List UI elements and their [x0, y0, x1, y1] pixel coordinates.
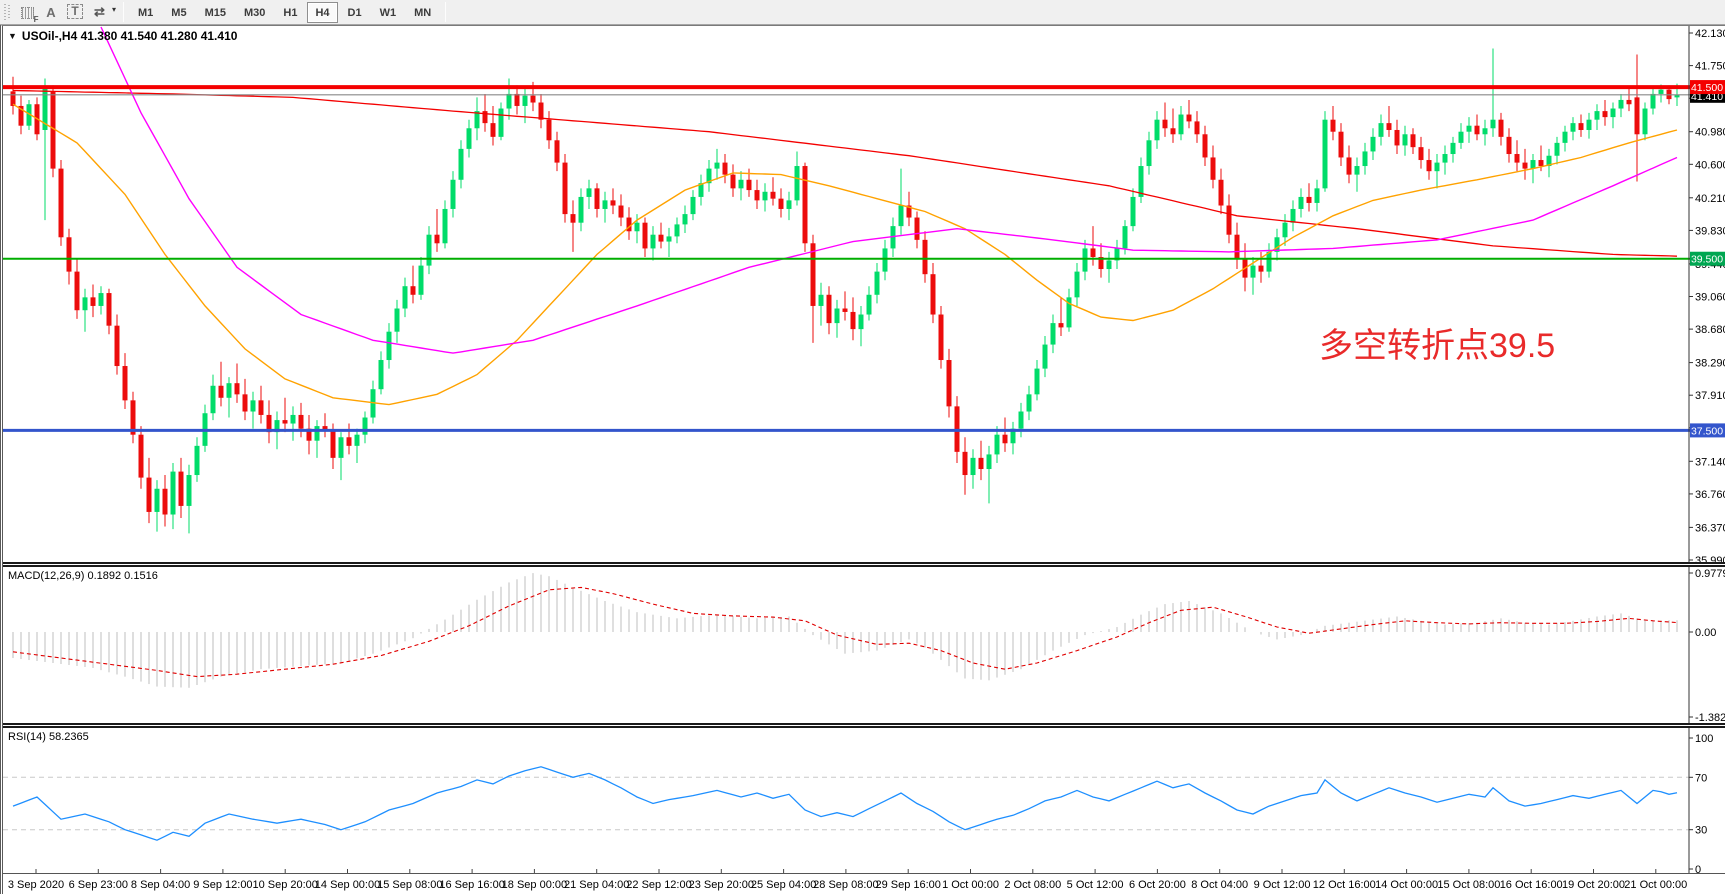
date-label: 16 Oct 16:00: [1499, 879, 1563, 891]
date-label: 21 Sep 04:00: [563, 879, 630, 891]
date-label: 10 Sep 20:00: [252, 879, 318, 891]
date-label: 9 Oct 12:00: [1253, 879, 1311, 891]
tf-button-MN[interactable]: MN: [414, 6, 432, 19]
svg-text:0.00: 0.00: [1695, 627, 1716, 639]
svg-text:38.290: 38.290: [1695, 358, 1725, 370]
dropdown-caret-icon[interactable]: ▾: [112, 4, 117, 14]
pane-splitter[interactable]: [3, 562, 1725, 567]
svg-text:0: 0: [1695, 864, 1701, 873]
svg-text:41.750: 41.750: [1695, 61, 1725, 73]
date-label: 28 Sep 08:00: [813, 879, 879, 891]
toolbar: F A T ⇄ ▾ M1 M5 M15 M30 H1 H4 D1 W1 MN: [0, 0, 1725, 25]
macd-label: MACD(12,26,9) 0.1892 0.1516: [8, 570, 158, 582]
toolbar-separator: [445, 2, 447, 22]
date-label: 22 Sep 12:00: [626, 879, 692, 891]
date-label: 2 Oct 08:00: [1004, 879, 1062, 891]
grid-f-label: F: [33, 14, 39, 24]
date-label: 8 Sep 04:00: [130, 879, 191, 891]
svg-text:39.060: 39.060: [1695, 292, 1725, 304]
date-label: 3 Sep 2020: [7, 879, 65, 891]
date-axis[interactable]: 3 Sep 2020 6 Sep 23:00 8 Sep 04:00 9 Sep 12…: [3, 873, 1725, 895]
tf-button-H4[interactable]: H4: [307, 1, 338, 23]
svg-text:38.680: 38.680: [1695, 324, 1725, 336]
rsi-pane[interactable]: 100 70 30 0 RSI(14) 58.2365: [3, 728, 1725, 873]
candlestick-chart[interactable]: 42.13041.75041.37040.98040.60040.21039.8…: [3, 26, 1725, 562]
tf-button-M1[interactable]: M1: [138, 6, 154, 19]
svg-text:100: 100: [1695, 733, 1713, 745]
crosshair-grid-icon[interactable]: F: [15, 2, 39, 24]
date-label: 25 Sep 04:00: [750, 879, 817, 891]
date-label: 23 Sep 20:00: [688, 879, 755, 891]
date-label: 15 Oct 08:00: [1437, 879, 1501, 891]
toolbar-separator: [123, 2, 125, 22]
svg-text:30: 30: [1695, 825, 1707, 837]
date-label: 5 Oct 12:00: [1066, 879, 1124, 891]
svg-text:39.830: 39.830: [1695, 225, 1725, 237]
tf-button-D1[interactable]: D1: [347, 6, 362, 19]
chart-title-text: USOil-,H4 41.380 41.540 41.280 41.410: [21, 29, 238, 43]
rsi-label: RSI(14) 58.2365: [8, 731, 89, 743]
date-label: 21 Oct 00:00: [1624, 879, 1688, 891]
date-label: 6 Oct 20:00: [1128, 879, 1186, 891]
svg-text:37.140: 37.140: [1695, 456, 1725, 468]
text-label-icon[interactable]: A: [46, 4, 56, 20]
date-label: 15 Sep 08:00: [377, 879, 443, 891]
tf-button-H1[interactable]: H1: [283, 6, 298, 19]
svg-text:36.370: 36.370: [1695, 522, 1725, 534]
svg-text:39.500: 39.500: [1691, 254, 1723, 266]
date-label: 9 Sep 12:00: [193, 879, 253, 891]
date-label: 29 Sep 16:00: [875, 879, 941, 891]
svg-text:40.600: 40.600: [1695, 159, 1725, 171]
svg-text:36.760: 36.760: [1695, 489, 1725, 501]
svg-text:37.910: 37.910: [1695, 390, 1725, 402]
svg-text:-1.382: -1.382: [1695, 712, 1725, 723]
date-label: 14 Sep 00:00: [314, 879, 381, 891]
svg-text:41.500: 41.500: [1691, 82, 1723, 94]
date-label: 12 Oct 16:00: [1312, 879, 1376, 891]
tf-button-M15[interactable]: M15: [204, 6, 226, 19]
price-chart-pane[interactable]: 42.13041.75041.37040.98040.60040.21039.8…: [3, 26, 1725, 562]
date-label: 16 Sep 16:00: [439, 879, 505, 891]
date-label: 19 Oct 20:00: [1562, 879, 1625, 891]
svg-text:37.500: 37.500: [1691, 425, 1723, 437]
chart-title: ▼ USOil-,H4 41.380 41.540 41.280 41.410: [8, 29, 237, 43]
svg-text:40.210: 40.210: [1695, 193, 1725, 205]
date-label: 14 Oct 00:00: [1375, 879, 1439, 891]
svg-text:0.9779: 0.9779: [1695, 568, 1725, 580]
arrange-windows-icon[interactable]: ⇄: [94, 3, 105, 19]
date-label: 6 Sep 23:00: [68, 879, 128, 891]
svg-text:42.130: 42.130: [1695, 28, 1725, 40]
date-label: 1 Oct 00:00: [942, 879, 999, 891]
rsi-chart[interactable]: 100 70 30 0: [3, 728, 1725, 873]
text-tool-icon[interactable]: T: [63, 2, 87, 23]
tf-button-M30[interactable]: M30: [243, 6, 266, 19]
tf-button-M5[interactable]: M5: [171, 6, 187, 19]
macd-chart[interactable]: 0.9779 0.00 -1.382: [3, 567, 1725, 723]
svg-text:35.990: 35.990: [1695, 555, 1725, 562]
chart-annotation[interactable]: 多空转折点39.5: [1319, 327, 1556, 365]
date-label: 8 Oct 04:00: [1191, 879, 1249, 891]
macd-pane[interactable]: 0.9779 0.00 -1.382 MACD(12,26,9) 0.1892 0.…: [3, 567, 1725, 723]
timeframe-button-group: M1 M5 M15 M30 H1 H4 D1 W1 MN: [129, 1, 440, 23]
pane-splitter[interactable]: [3, 723, 1725, 728]
tf-button-W1[interactable]: W1: [379, 6, 397, 19]
date-label: 18 Sep 00:00: [501, 879, 568, 891]
toolbar-drag-handle[interactable]: [4, 4, 11, 20]
svg-text:40.980: 40.980: [1695, 127, 1725, 139]
chart-window: 42.13041.75041.37040.98040.60040.21039.8…: [0, 25, 1725, 895]
collapse-arrow-icon[interactable]: ▼: [8, 31, 17, 41]
svg-text:70: 70: [1695, 772, 1707, 784]
